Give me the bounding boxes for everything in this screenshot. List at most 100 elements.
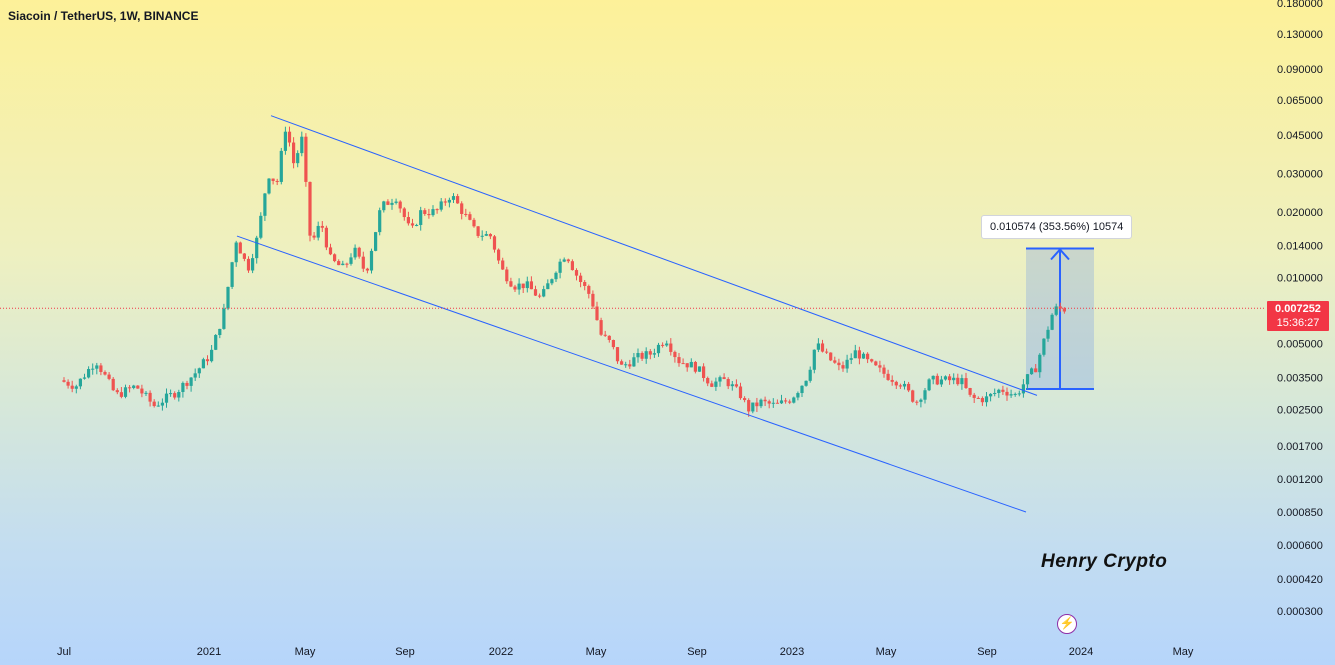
candle-up: [927, 378, 931, 392]
candle-up: [558, 258, 562, 279]
candle-body: [324, 227, 328, 248]
candle-body: [825, 351, 829, 353]
candle-body: [898, 385, 902, 387]
candle-down: [468, 211, 472, 221]
candle-up: [156, 401, 160, 407]
candle-body: [779, 400, 784, 404]
candle-down: [767, 399, 771, 409]
candle-down: [837, 358, 841, 371]
candle-up: [665, 340, 669, 347]
candle-down: [603, 330, 607, 337]
candle-body: [1058, 306, 1062, 309]
candle-body: [656, 344, 661, 354]
candle-body: [497, 249, 501, 261]
candle-up: [87, 366, 91, 379]
trend-channel[interactable]: [236, 115, 1038, 513]
candle-up: [939, 375, 943, 387]
candle-body: [730, 384, 734, 387]
lightning-icon[interactable]: ⚡: [1057, 614, 1077, 634]
candle-down: [275, 178, 279, 186]
candle-body: [816, 343, 820, 350]
candle-body: [902, 383, 907, 387]
y-tick-label: 0.001700: [1277, 441, 1323, 453]
candle-up: [1038, 353, 1042, 378]
candle-up: [952, 373, 956, 385]
candle-body: [361, 256, 365, 269]
candle-up: [230, 261, 234, 289]
candle-down: [140, 384, 144, 398]
candle-body: [689, 361, 693, 368]
candle-down: [456, 193, 460, 204]
candle-down: [386, 199, 390, 206]
candle-body: [894, 381, 898, 386]
candle-body: [82, 377, 87, 379]
candle-body: [976, 397, 980, 399]
candle-series: [62, 126, 1066, 417]
candle-body: [870, 359, 874, 362]
candle-up: [263, 193, 267, 221]
bar-countdown: 15:36:27: [1276, 317, 1320, 329]
candle-down: [583, 279, 587, 291]
candle-up: [177, 389, 181, 402]
candle-down: [607, 335, 611, 343]
candle-body: [607, 335, 611, 341]
author-watermark: Henry Crypto: [1041, 551, 1168, 572]
candle-up: [902, 380, 907, 390]
candle-up: [1017, 390, 1021, 397]
candle-up: [689, 358, 693, 368]
candle-body: [283, 131, 287, 151]
candle-down: [119, 387, 123, 399]
candle-down: [747, 398, 751, 417]
candle-down: [103, 370, 107, 376]
candle-down: [693, 360, 697, 374]
candle-down: [107, 372, 111, 381]
candle-up: [816, 338, 820, 353]
candle-body: [345, 263, 349, 265]
candle-up: [931, 375, 935, 385]
candle-down: [312, 231, 316, 240]
candle-down: [357, 246, 361, 259]
candle-up: [697, 366, 702, 372]
channel-lower-line: [236, 235, 1027, 513]
x-tick-label: Sep: [977, 646, 997, 658]
candle-body: [419, 210, 423, 225]
candle-body: [525, 281, 529, 289]
candle-up: [779, 394, 784, 404]
candle-body: [792, 397, 796, 403]
candle-body: [857, 350, 861, 359]
candle-body: [320, 225, 324, 228]
candle-down: [501, 257, 505, 271]
candle-up: [82, 373, 87, 380]
candle-up: [1009, 389, 1013, 398]
candle-body: [111, 378, 115, 391]
candle-up: [861, 352, 866, 359]
candle-up: [796, 391, 800, 401]
candle-body: [738, 386, 743, 399]
candle-body: [718, 377, 722, 382]
candle-body: [964, 378, 968, 388]
candle-up: [316, 221, 320, 241]
candle-up: [1013, 392, 1017, 397]
candle-body: [644, 351, 648, 359]
candle-up: [644, 347, 648, 364]
candle-up: [439, 198, 443, 212]
candle-body: [1001, 389, 1005, 392]
measure-box[interactable]: [1026, 247, 1094, 391]
x-tick-label: May: [1173, 646, 1194, 658]
candle-body: [1042, 338, 1046, 355]
y-tick-label: 0.000420: [1277, 574, 1323, 586]
y-tick-label: 0.065000: [1277, 95, 1323, 107]
candle-body: [251, 258, 255, 271]
candle-body: [398, 201, 402, 209]
candle-body: [820, 343, 825, 352]
candle-down: [890, 375, 894, 386]
candle-down: [304, 133, 308, 187]
candle-down: [271, 178, 275, 185]
candle-body: [115, 390, 119, 393]
candle-body: [386, 201, 390, 205]
candle-body: [308, 181, 312, 236]
candle-body: [492, 236, 497, 250]
candle-body: [570, 261, 574, 271]
